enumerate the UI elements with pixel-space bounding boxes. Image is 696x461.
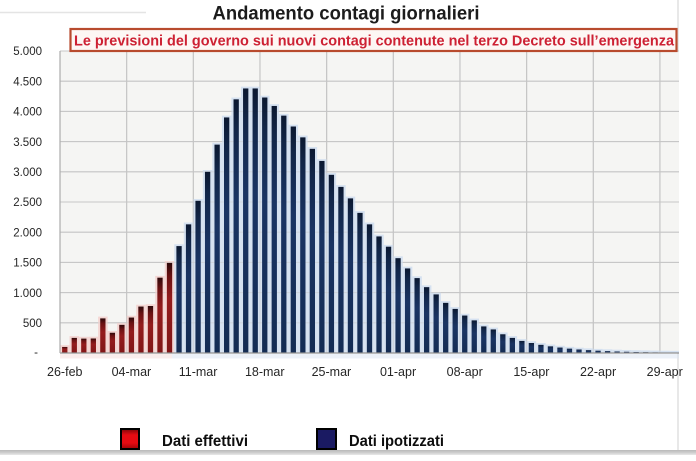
svg-text:08-apr: 08-apr: [447, 365, 483, 379]
svg-text:-: -: [34, 347, 38, 359]
svg-text:26-feb: 26-feb: [47, 365, 82, 379]
svg-text:18-mar: 18-mar: [245, 365, 285, 379]
svg-text:25-mar: 25-mar: [312, 365, 352, 379]
svg-text:29-apr: 29-apr: [647, 365, 683, 379]
svg-text:3.500: 3.500: [13, 137, 42, 149]
svg-text:Andamento contagi giornalieri: Andamento contagi giornalieri: [213, 4, 480, 25]
svg-text:01-apr: 01-apr: [380, 365, 416, 379]
svg-text:22-apr: 22-apr: [580, 365, 616, 379]
svg-text:15-apr: 15-apr: [513, 365, 549, 379]
svg-text:Le previsioni del governo sui: Le previsioni del governo sui nuovi cont…: [74, 34, 675, 50]
svg-text:1.000: 1.000: [13, 288, 42, 300]
svg-text:5.000: 5.000: [13, 46, 42, 58]
svg-text:4.000: 4.000: [13, 107, 42, 119]
svg-text:1.500: 1.500: [13, 258, 42, 270]
svg-text:Dati ipotizzati: Dati ipotizzati: [349, 433, 444, 450]
svg-text:Dati effettivi: Dati effettivi: [162, 433, 248, 450]
svg-text:11-mar: 11-mar: [179, 365, 218, 379]
svg-text:04-mar: 04-mar: [112, 365, 152, 379]
svg-text:500: 500: [23, 318, 42, 330]
svg-text:3.000: 3.000: [13, 167, 42, 179]
svg-text:2.500: 2.500: [13, 197, 42, 209]
svg-text:2.000: 2.000: [13, 227, 42, 239]
svg-text:4.500: 4.500: [13, 76, 42, 88]
